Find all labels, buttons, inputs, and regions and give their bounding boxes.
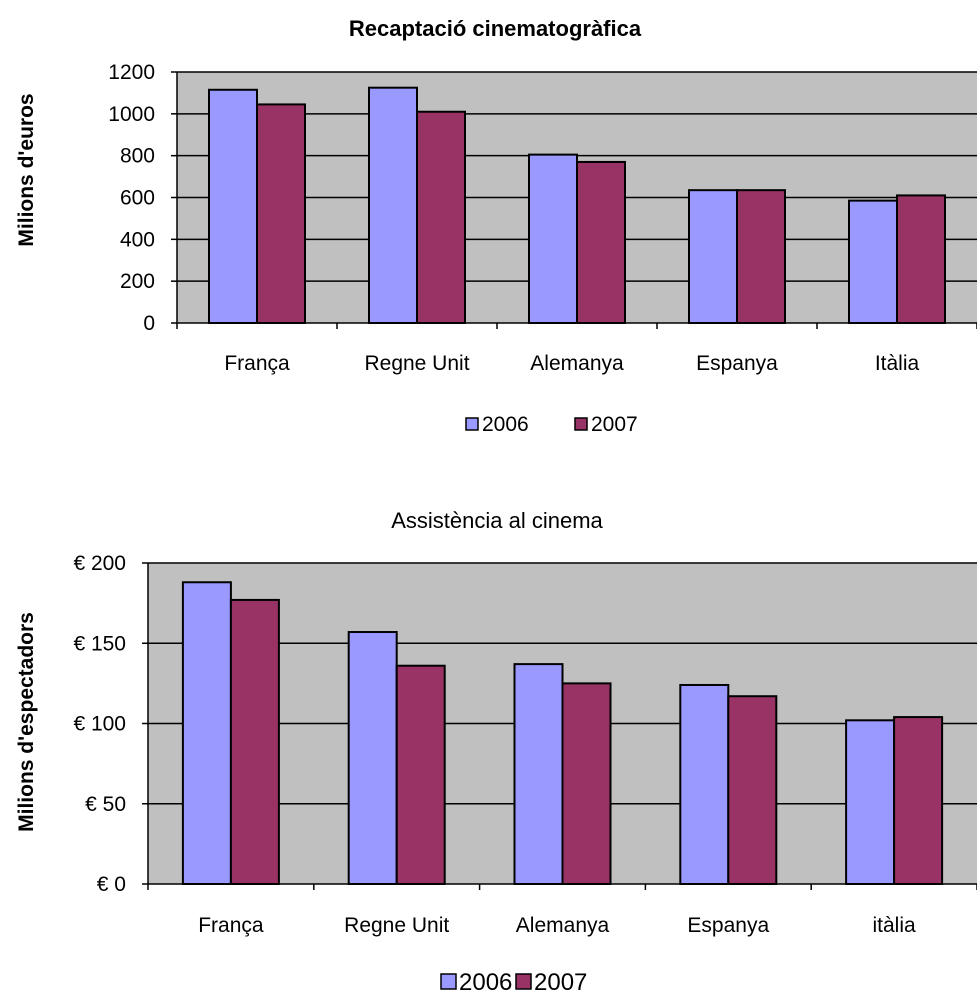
bar-2007-5: [893, 716, 944, 886]
category-label: Espanya: [687, 914, 769, 937]
bars: [208, 86, 946, 325]
bar-2006-4: [679, 683, 730, 885]
bar-2006-3: [528, 153, 578, 324]
bars: [181, 581, 944, 886]
bar-2006-4: [688, 189, 738, 324]
y-tick-label: € 200: [73, 552, 126, 575]
chart-title: Recaptació cinematogràfica: [349, 16, 642, 41]
bar-2006-5: [848, 199, 898, 324]
legend-swatch-2006: [465, 417, 479, 431]
category-label: Itàlia: [875, 352, 920, 375]
category-label: França: [224, 352, 290, 375]
y-tick-label: € 100: [73, 713, 126, 736]
axes: [142, 562, 977, 890]
bar-2007-5: [896, 194, 946, 325]
y-tick-label: 200: [120, 270, 155, 293]
category-label: Espanya: [696, 352, 778, 375]
bar-2006-5: [845, 719, 896, 885]
bar-2007-3: [561, 682, 612, 885]
bar-2007-2: [416, 110, 466, 324]
chart-assistencia: Assistència al cinema Milions d'espectad…: [15, 508, 977, 996]
axes: [171, 71, 977, 329]
category-label: França: [198, 914, 264, 937]
y-tick-label: 600: [120, 187, 155, 210]
bar-2006-1: [208, 88, 258, 325]
bar-2007-1: [229, 598, 280, 885]
bar-2006-3: [513, 663, 564, 885]
y-tick-label: 0: [143, 312, 155, 335]
category-label: itàlia: [872, 914, 916, 937]
y-tick-label: € 50: [85, 793, 126, 816]
y-axis-label: Milions d'espectadors: [15, 612, 38, 832]
chart-title: Assistència al cinema: [391, 508, 603, 533]
y-tick-labels: € 0 € 50 € 100 € 150 € 200: [73, 552, 126, 896]
legend-swatch-2007: [574, 417, 588, 431]
legend-label-2007: 2007: [591, 413, 638, 436]
category-label: Regne Unit: [344, 914, 449, 937]
y-tick-labels: 0 200 400 600 800 1000 1200: [108, 61, 155, 335]
x-tick-labels: França Regne Unit Alemanya Espanya itàlia: [198, 914, 916, 937]
category-label: Regne Unit: [364, 352, 469, 375]
legend-swatch-2006: [440, 973, 457, 990]
legend: 2006 2007: [465, 413, 638, 436]
bar-2007-3: [576, 160, 626, 324]
category-label: Alemanya: [530, 352, 624, 375]
legend-swatch-2007: [515, 973, 532, 990]
y-axis-label: Milions d'euros: [15, 93, 38, 246]
y-tick-label: € 0: [97, 873, 126, 896]
bar-2007-4: [736, 189, 786, 324]
legend-label-2007: 2007: [534, 969, 587, 996]
y-tick-label: 400: [120, 228, 155, 251]
bar-2006-1: [181, 581, 232, 885]
category-label: Alemanya: [516, 914, 610, 937]
legend: 2006 2007: [440, 969, 587, 996]
y-tick-label: 1000: [108, 103, 155, 126]
bar-2007-1: [256, 103, 306, 324]
bar-2007-4: [727, 695, 778, 886]
y-tick-label: 800: [120, 145, 155, 168]
legend-label-2006: 2006: [459, 969, 512, 996]
chart-recaptacio: Recaptació cinematogràfica Milions d'eur…: [15, 16, 977, 436]
bar-2006-2: [368, 86, 418, 324]
legend-label-2006: 2006: [482, 413, 529, 436]
x-tick-labels: França Regne Unit Alemanya Espanya Itàlia: [224, 352, 919, 375]
bar-2006-2: [347, 631, 398, 886]
bar-2007-2: [395, 664, 446, 885]
y-tick-label: € 150: [73, 632, 126, 655]
y-tick-label: 1200: [108, 61, 155, 84]
